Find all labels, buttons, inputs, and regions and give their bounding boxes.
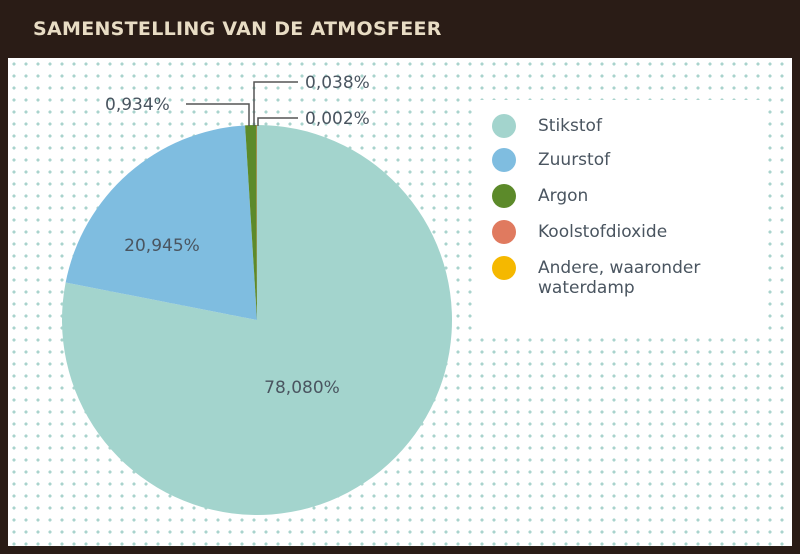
legend-swatch	[492, 220, 516, 244]
legend-item: Argon	[492, 184, 589, 208]
legend-item: Stikstof	[492, 114, 602, 138]
legend-swatch	[492, 256, 516, 280]
legend-label: Andere, waaronder waterdamp	[538, 258, 701, 298]
legend-swatch	[492, 114, 516, 138]
data-label-1: 20,945%	[124, 236, 200, 256]
leader-line-2	[186, 103, 250, 126]
data-label-3: 0,038%	[305, 73, 370, 93]
legend: Stikstof Zuurstof Argon Koolstofdioxide Ande…	[478, 100, 768, 330]
leader-line-3	[253, 81, 298, 126]
leader-line-4	[257, 117, 298, 126]
data-label-4: 0,002%	[305, 109, 370, 129]
pie-slice-1	[65, 125, 258, 320]
legend-swatch	[492, 184, 516, 208]
legend-label: Koolstofdioxide	[538, 222, 668, 242]
legend-item: Andere, waaronder waterdamp	[492, 256, 758, 298]
data-label-0: 78,080%	[264, 378, 340, 398]
legend-label: Zuurstof	[538, 150, 611, 170]
pie-slice-2	[245, 125, 257, 321]
legend-label: Argon	[538, 186, 589, 206]
legend-item: Zuurstof	[492, 148, 611, 172]
legend-swatch	[492, 148, 516, 172]
legend-label: Stikstof	[538, 116, 602, 136]
chart-title: SAMENSTELLING VAN DE ATMOSFEER	[33, 18, 442, 40]
data-label-2: 0,934%	[105, 95, 170, 115]
legend-item: Koolstofdioxide	[492, 220, 668, 244]
